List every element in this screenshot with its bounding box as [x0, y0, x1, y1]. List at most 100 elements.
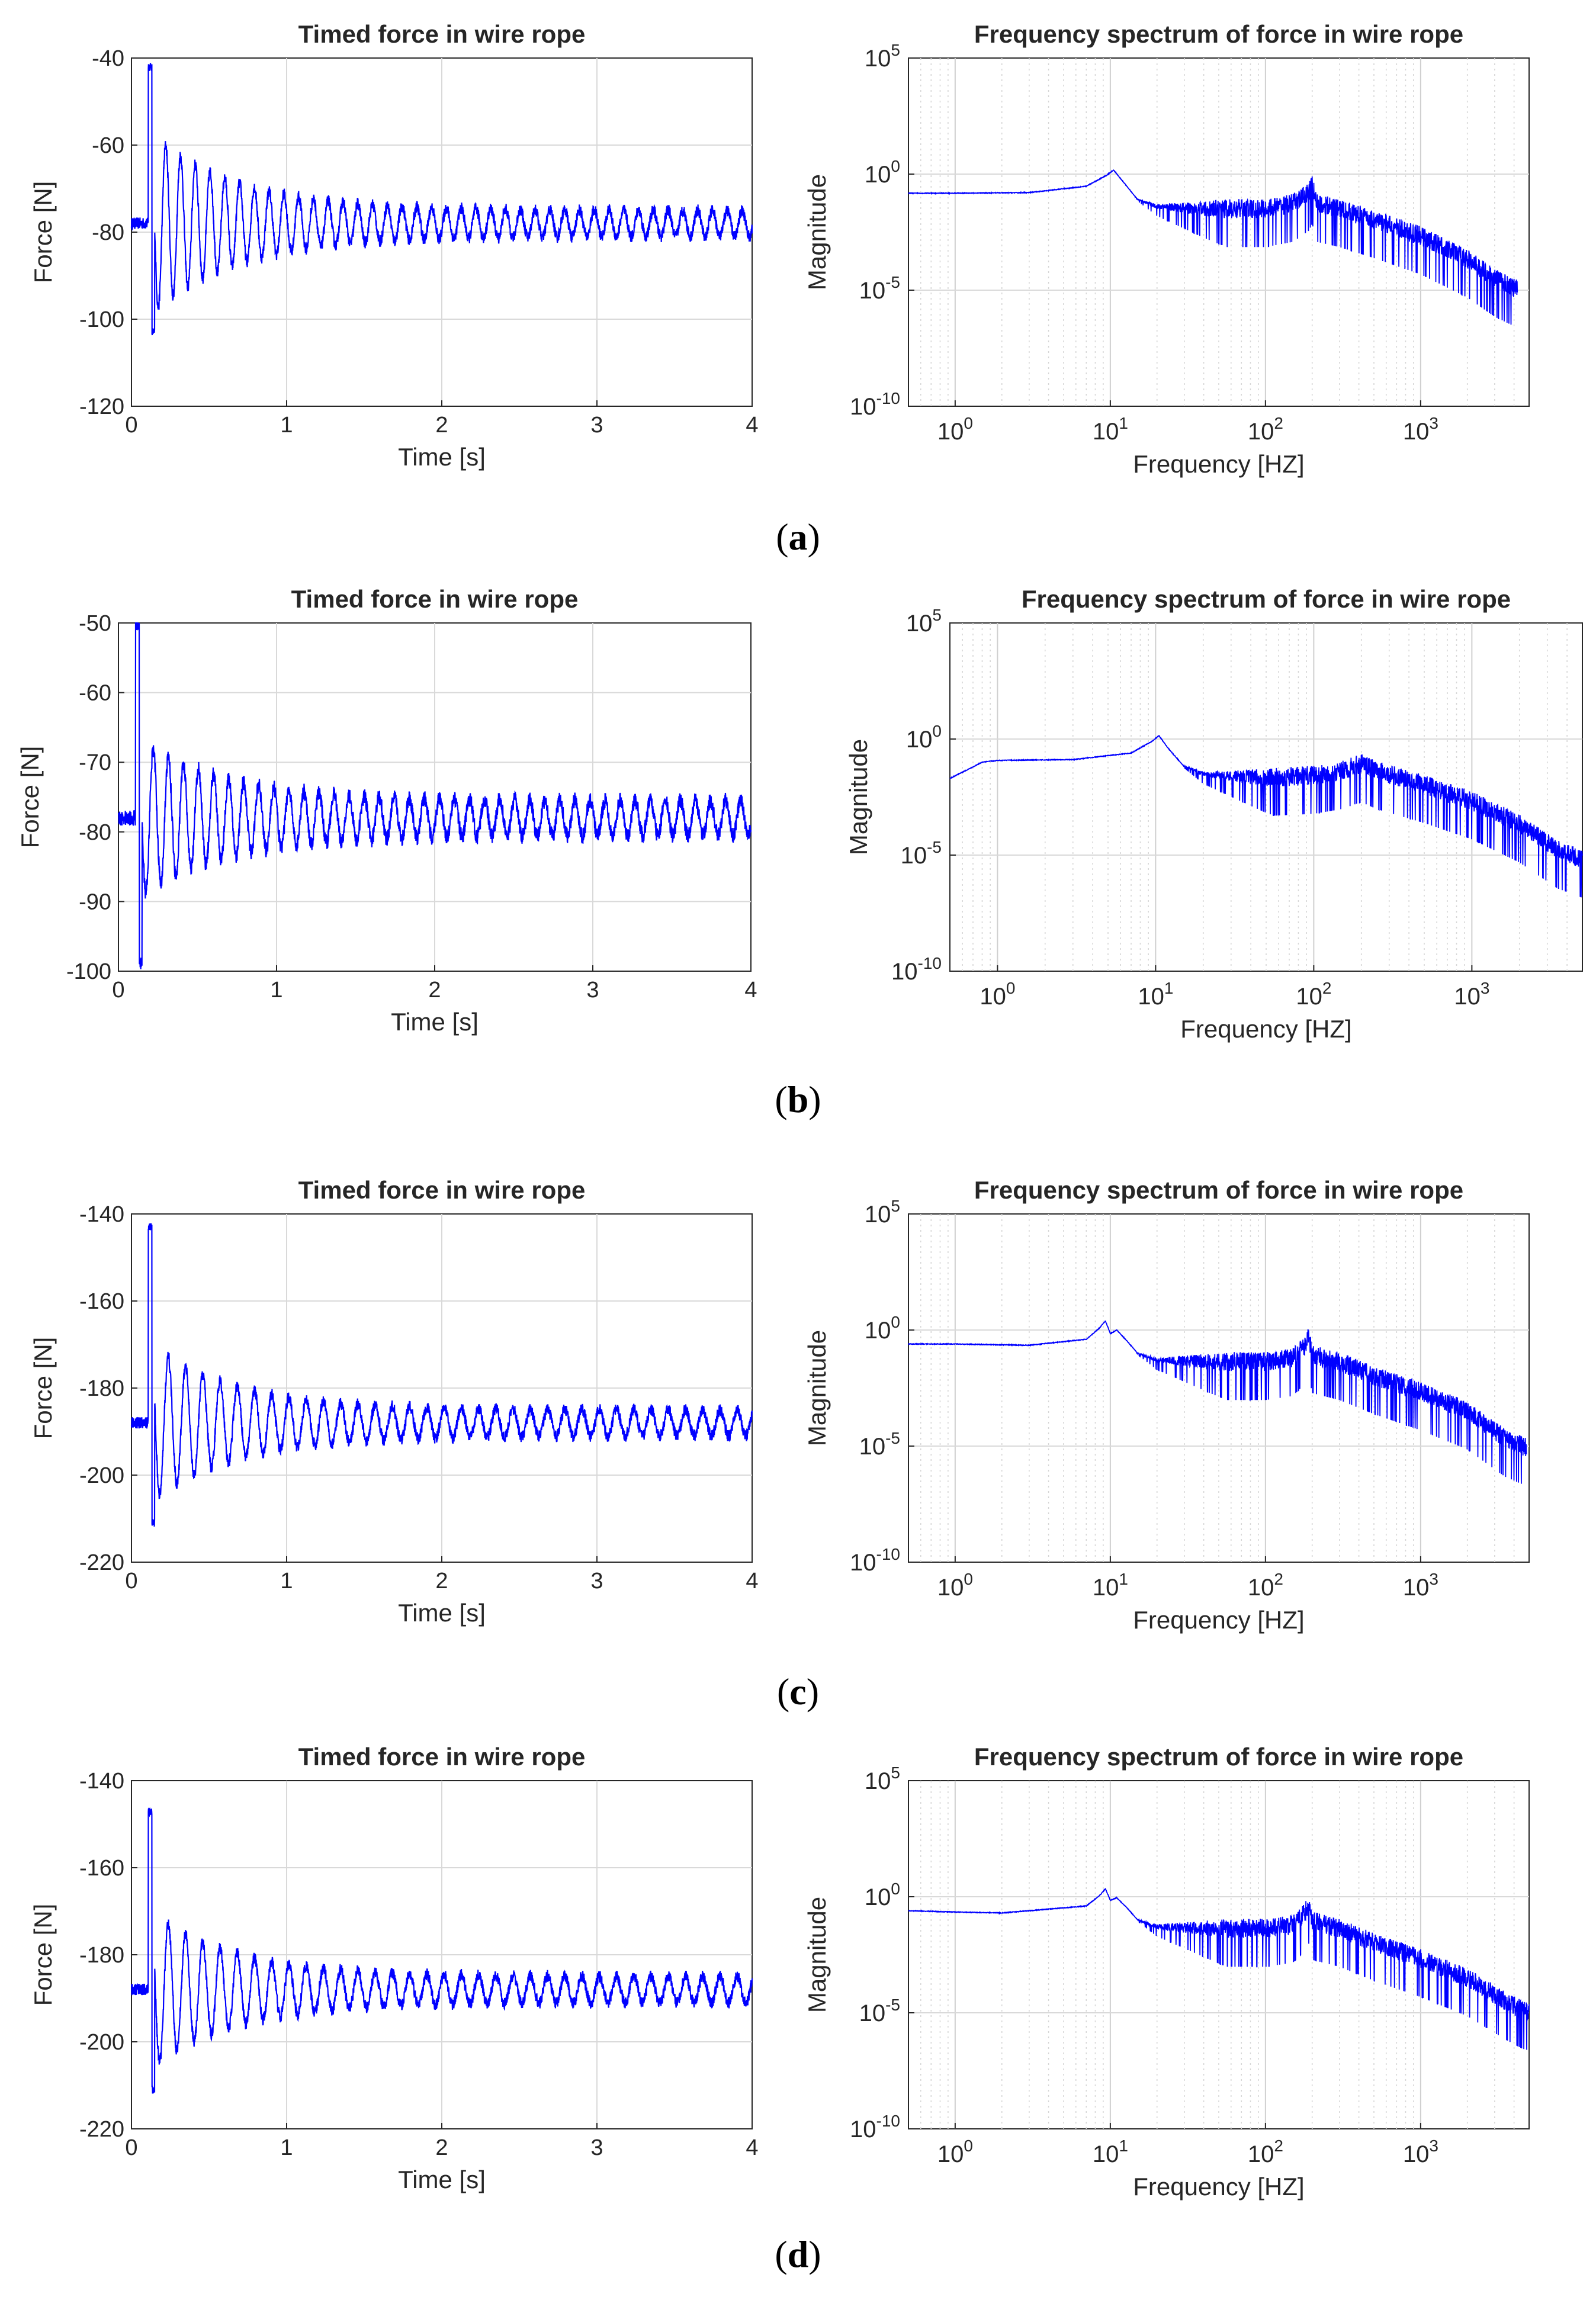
p1-x-tick-label: 101	[1093, 414, 1128, 445]
p6-x-axis-label: Time [s]	[398, 2166, 486, 2193]
p1-y-tick-label: 100	[865, 157, 900, 188]
p3-spectrum-series-line	[949, 735, 1583, 898]
p3-x-tick-label: 100	[980, 979, 1015, 1010]
p4-force-series-line	[130, 1223, 753, 1527]
p1-chart-title: Frequency spectrum of force in wire rope	[974, 20, 1463, 48]
p1-x-tick-label: 100	[937, 414, 973, 445]
p4-chart-title: Timed force in wire rope	[298, 1176, 586, 1204]
p2-x-tick-label: 2	[428, 978, 441, 1003]
p2-x-tick-label: 0	[112, 978, 124, 1003]
p7-x-tick-label: 101	[1093, 2137, 1128, 2167]
p7-x-tick-label: 100	[937, 2137, 973, 2167]
p5-y-tick-label: 100	[865, 1313, 900, 1344]
p5-y-tick-label: 10-10	[850, 1545, 900, 1576]
p0-force-series-line	[130, 63, 753, 336]
p0-y-tick-label: -120	[79, 394, 124, 419]
p1-x-tick-label: 103	[1403, 414, 1438, 445]
p4-y-tick-label: -160	[79, 1289, 124, 1314]
p6-y-tick-label: -160	[79, 1856, 124, 1881]
p4-y-tick-label: -140	[79, 1202, 124, 1227]
p2-x-tick-label: 3	[586, 978, 599, 1003]
p4-x-tick-label: 3	[590, 1569, 603, 1594]
p2-x-tick-label: 4	[744, 978, 757, 1003]
p0-x-tick-label: 1	[280, 413, 293, 438]
p6-force-series-line	[130, 1807, 753, 2094]
p3-y-tick-label: 105	[906, 606, 942, 637]
p2-y-tick-label: -70	[79, 750, 111, 775]
p3-y-tick-label: 10-10	[891, 954, 942, 985]
p4-x-tick-label: 4	[746, 1569, 758, 1594]
p3-x-tick-label: 101	[1138, 979, 1173, 1010]
p7-plot-area	[908, 1780, 1530, 2129]
p5-x-tick-label: 102	[1248, 1570, 1283, 1601]
p3-y-tick-label: 100	[906, 722, 942, 753]
p6-y-tick-label: -200	[79, 2030, 124, 2055]
p4-x-axis-label: Time [s]	[398, 1599, 486, 1627]
p6-x-tick-label: 2	[435, 2135, 448, 2160]
p0-x-tick-label: 2	[435, 413, 448, 438]
p6-x-tick-label: 1	[280, 2135, 293, 2160]
p2-chart-title: Timed force in wire rope	[291, 585, 579, 613]
p1-y-tick-label: 10-10	[850, 389, 900, 420]
p6-chart-title: Timed force in wire rope	[298, 1743, 586, 1771]
p5-x-tick-label: 101	[1093, 1570, 1128, 1601]
p5-plot-area	[908, 1213, 1530, 1563]
p5-chart-title: Frequency spectrum of force in wire rope	[974, 1176, 1463, 1204]
caption-b: (b)	[775, 1078, 821, 1120]
caption-c: (c)	[776, 1671, 820, 1713]
p0-chart-title: Timed force in wire rope	[298, 20, 586, 48]
p7-y-tick-label: 10-10	[850, 2112, 900, 2142]
p4-y-axis-label: Force [N]	[29, 1337, 57, 1440]
p2-y-axis-label: Force [N]	[16, 746, 44, 849]
p1-spectrum-series-line	[908, 169, 1518, 325]
p4-y-tick-label: -200	[79, 1463, 124, 1488]
p1-x-axis-label: Frequency [HZ]	[1133, 450, 1304, 478]
p6-y-axis-label: Force [N]	[29, 1904, 57, 2006]
p1-x-tick-label: 102	[1248, 414, 1283, 445]
caption-a: (a)	[776, 516, 820, 558]
p5-spectrum-series-line	[908, 1321, 1527, 1484]
p0-x-axis-label: Time [s]	[398, 443, 486, 471]
p0-x-tick-label: 4	[746, 413, 758, 438]
p3-chart-title: Frequency spectrum of force in wire rope	[1022, 585, 1511, 613]
p6-y-tick-label: -180	[79, 1943, 124, 1968]
p6-y-tick-label: -140	[79, 1769, 124, 1794]
p3-x-axis-label: Frequency [HZ]	[1180, 1015, 1351, 1043]
p4-x-tick-label: 1	[280, 1569, 293, 1594]
p5-x-tick-label: 103	[1403, 1570, 1438, 1601]
p2-y-tick-label: -60	[79, 681, 111, 706]
p6-x-tick-label: 4	[746, 2135, 758, 2160]
p7-x-tick-label: 102	[1248, 2137, 1283, 2167]
p2-y-tick-label: -80	[79, 820, 111, 845]
p5-x-axis-label: Frequency [HZ]	[1133, 1606, 1304, 1634]
p0-y-tick-label: -60	[92, 133, 124, 158]
p0-x-tick-label: 0	[125, 413, 137, 438]
p4-y-tick-label: -180	[79, 1376, 124, 1401]
p2-x-axis-label: Time [s]	[391, 1008, 479, 1036]
p2-force-series-line	[117, 622, 752, 969]
p1-y-tick-label: 10-5	[859, 273, 900, 304]
p7-x-axis-label: Frequency [HZ]	[1133, 2173, 1304, 2201]
p6-y-tick-label: -220	[79, 2117, 124, 2142]
p7-y-tick-label: 10-5	[859, 1996, 900, 2026]
p2-y-tick-label: -90	[79, 889, 111, 914]
p7-spectrum-series-line	[908, 1887, 1530, 2050]
p5-y-tick-label: 105	[865, 1197, 900, 1228]
p7-chart-title: Frequency spectrum of force in wire rope	[974, 1743, 1463, 1771]
p0-y-axis-label: Force [N]	[29, 181, 57, 284]
p2-y-tick-label: -50	[79, 611, 111, 636]
p2-y-tick-label: -100	[66, 959, 111, 984]
p4-y-tick-label: -220	[79, 1550, 124, 1575]
p3-plot-area	[949, 622, 1583, 972]
p7-y-tick-label: 100	[865, 1880, 900, 1910]
p3-x-tick-label: 102	[1296, 979, 1331, 1010]
p1-y-axis-label: Magnitude	[803, 174, 831, 290]
p6-x-tick-label: 0	[125, 2135, 137, 2160]
p0-x-tick-label: 3	[590, 413, 603, 438]
p3-y-axis-label: Magnitude	[844, 739, 872, 855]
p5-y-tick-label: 10-5	[859, 1429, 900, 1460]
p0-y-tick-label: -100	[79, 307, 124, 332]
p7-y-axis-label: Magnitude	[803, 1897, 831, 2013]
